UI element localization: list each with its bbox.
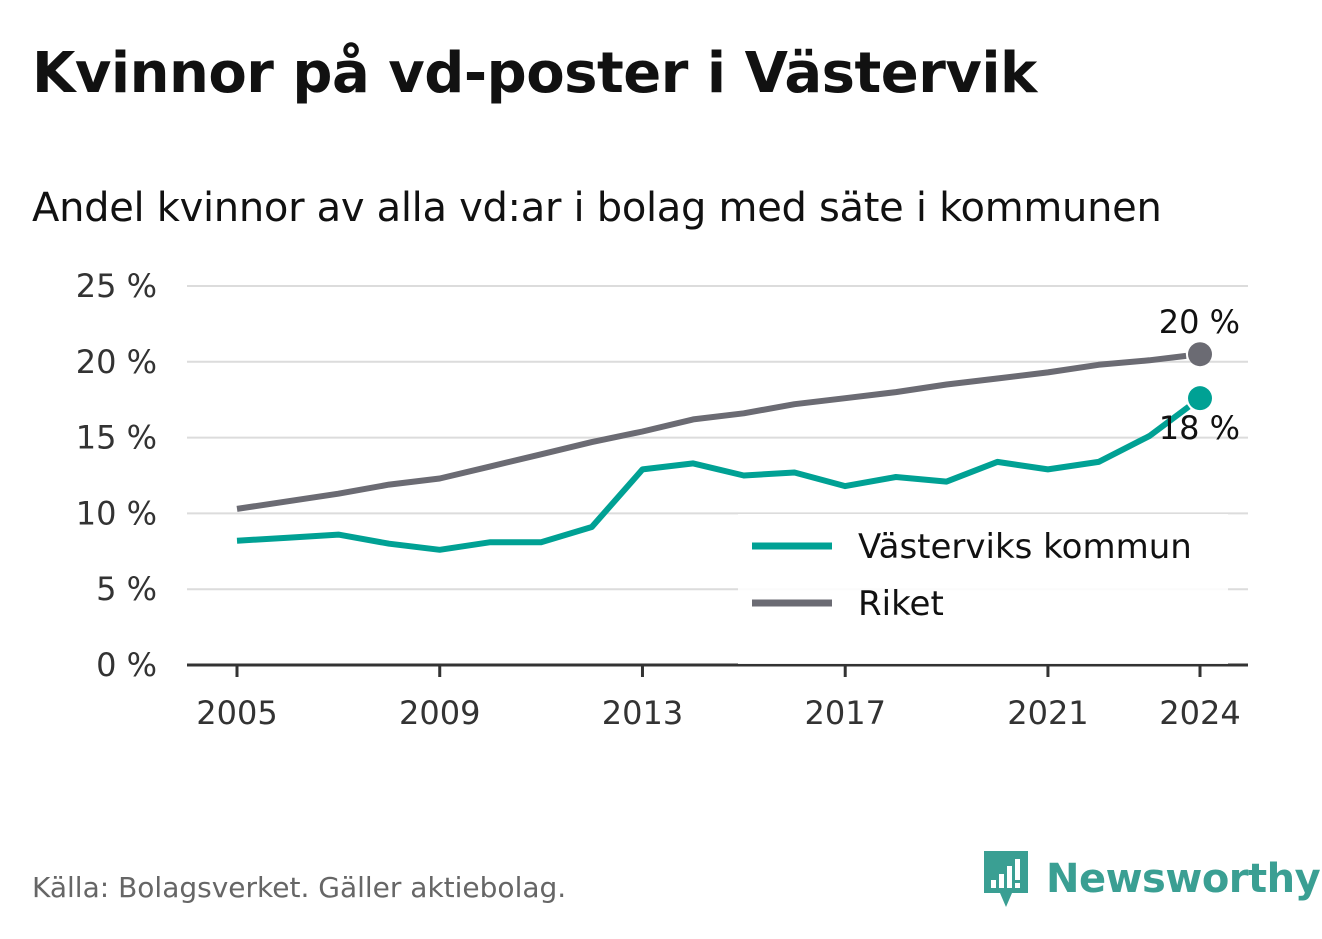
y-tick-label: 0 %: [96, 646, 157, 684]
x-tick-label: 2017: [804, 694, 885, 732]
data-labels: 18 % 20 %: [1159, 303, 1240, 447]
newsworthy-logo-icon: [984, 851, 1028, 907]
y-axis-tick-labels: 0 % 5 % 10 % 15 % 20 % 25 %: [76, 267, 157, 684]
legend-background: [738, 514, 1228, 664]
series-lines: [236, 342, 1212, 553]
x-axis: 2005 2009 2013 2017 2021 2024: [187, 663, 1248, 732]
series-end-point: [1188, 342, 1212, 367]
grid-lines: [187, 285, 1248, 591]
series-end-point: [1188, 386, 1212, 411]
y-tick-label: 25 %: [76, 267, 157, 305]
x-tick-label: 2021: [1007, 694, 1088, 732]
x-tick-label: 2024: [1159, 694, 1240, 732]
brand-name: Newsworthy: [1046, 856, 1321, 902]
y-tick-label: 10 %: [76, 494, 157, 532]
series-end-label: 18 %: [1159, 409, 1240, 447]
chart-title: Kvinnor på vd-poster i Västervik: [32, 41, 1037, 106]
legend: Västerviks kommun Riket: [738, 514, 1228, 664]
x-tick-label: 2009: [399, 694, 480, 732]
x-tick-label: 2013: [602, 694, 683, 732]
brand-logo: Newsworthy: [982, 848, 1321, 910]
chart-subtitle: Andel kvinnor av alla vd:ar i bolag med …: [32, 185, 1162, 231]
x-tick-label: 2005: [196, 694, 277, 732]
series-line: [236, 352, 1187, 512]
series-end-label: 20 %: [1159, 303, 1240, 341]
y-tick-label: 15 %: [76, 419, 157, 457]
legend-label: Västerviks kommun: [858, 527, 1192, 567]
y-tick-label: 5 %: [96, 570, 157, 608]
series-line: [236, 404, 1191, 553]
legend-label: Riket: [858, 584, 944, 624]
source-note: Källa: Bolagsverket. Gäller aktiebolag.: [32, 871, 567, 904]
y-tick-label: 20 %: [76, 343, 157, 381]
